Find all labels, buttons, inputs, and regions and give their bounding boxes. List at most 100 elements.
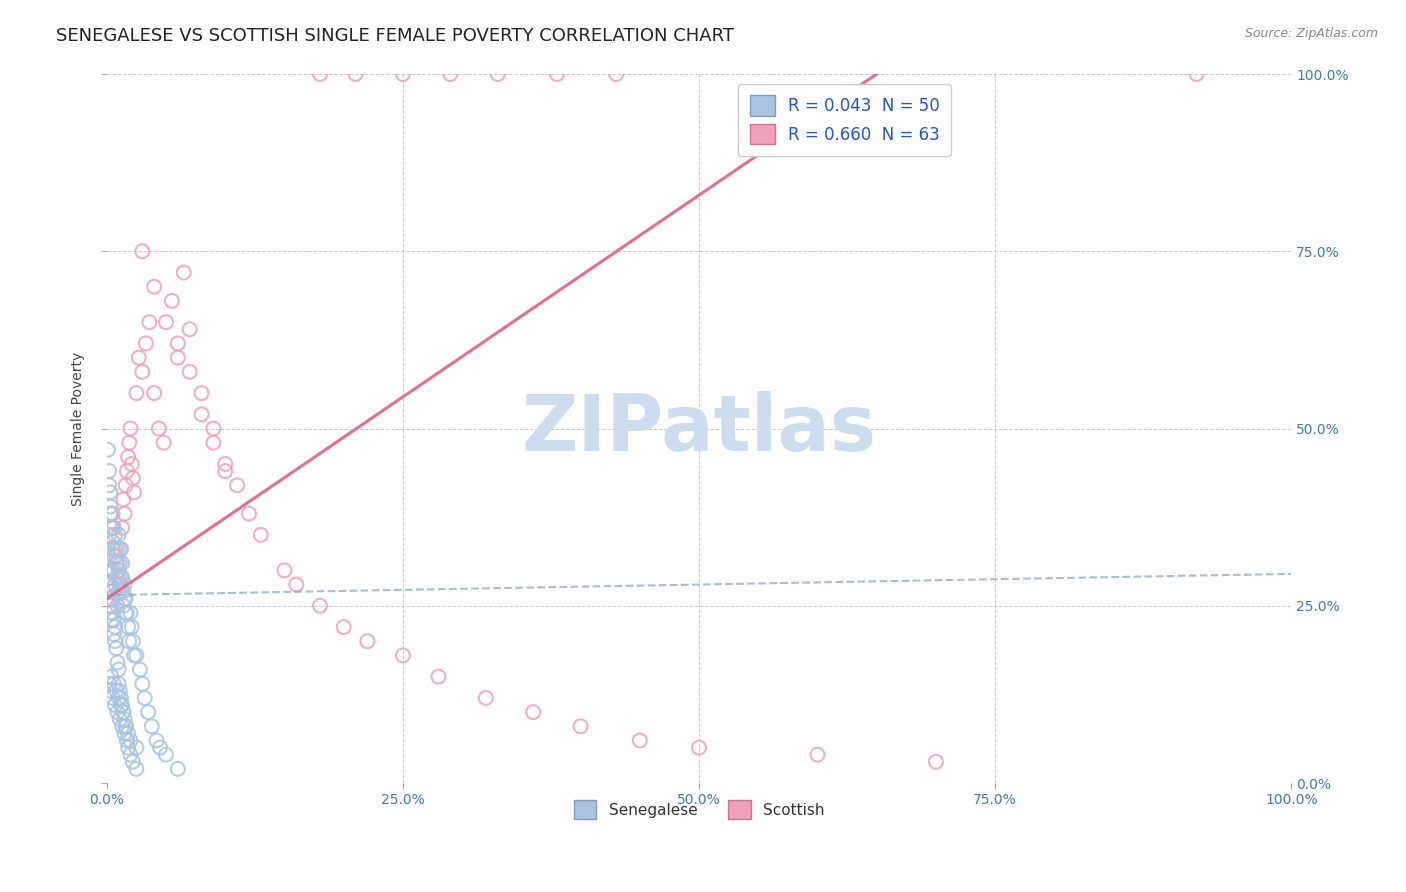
Point: [190, 386, 212, 401]
Point: [114, 719, 136, 733]
Point: [202, 421, 225, 435]
Point: [121, 634, 143, 648]
Point: [134, 690, 156, 705]
Point: [148, 421, 170, 435]
Point: [114, 507, 136, 521]
Point: [121, 457, 143, 471]
Point: [101, 690, 124, 705]
Point: [107, 542, 129, 557]
Point: [166, 336, 188, 351]
Point: [104, 542, 127, 557]
Point: [249, 528, 271, 542]
Point: [98, 500, 121, 514]
Point: [120, 606, 142, 620]
Point: [111, 719, 134, 733]
Point: [105, 684, 128, 698]
Point: [688, 740, 710, 755]
Point: [114, 606, 136, 620]
Point: [98, 478, 121, 492]
Point: [107, 528, 129, 542]
Point: [117, 620, 139, 634]
Point: [108, 577, 131, 591]
Point: [121, 471, 143, 485]
Point: [149, 740, 172, 755]
Point: [98, 684, 121, 698]
Point: [136, 705, 159, 719]
Point: [98, 577, 121, 591]
Point: [179, 365, 201, 379]
Point: [110, 570, 132, 584]
Point: [117, 450, 139, 464]
Point: [107, 690, 129, 705]
Point: [356, 634, 378, 648]
Point: [101, 521, 124, 535]
Point: [115, 606, 138, 620]
Point: [114, 719, 136, 733]
Point: [98, 599, 121, 613]
Point: [129, 663, 152, 677]
Point: [98, 485, 121, 500]
Point: [110, 690, 132, 705]
Point: [98, 591, 121, 606]
Point: [108, 542, 131, 557]
Point: [309, 67, 332, 81]
Point: [155, 747, 177, 762]
Point: [97, 442, 120, 457]
Point: [107, 563, 129, 577]
Point: [104, 634, 127, 648]
Point: [131, 244, 153, 259]
Point: [103, 549, 125, 563]
Point: [114, 478, 136, 492]
Point: [439, 67, 461, 81]
Point: [112, 584, 135, 599]
Point: [103, 563, 125, 577]
Point: [98, 528, 121, 542]
Point: [145, 733, 167, 747]
Legend: Senegalese, Scottish: Senegalese, Scottish: [568, 794, 831, 825]
Point: [131, 365, 153, 379]
Point: [120, 421, 142, 435]
Point: [100, 563, 122, 577]
Point: [202, 435, 225, 450]
Text: ZIPatlas: ZIPatlas: [522, 391, 876, 467]
Point: [344, 67, 367, 81]
Point: [128, 351, 150, 365]
Point: [100, 670, 122, 684]
Point: [143, 386, 166, 401]
Point: [122, 485, 145, 500]
Point: [103, 521, 125, 535]
Point: [152, 435, 174, 450]
Point: [108, 712, 131, 726]
Point: [100, 599, 122, 613]
Point: [107, 663, 129, 677]
Point: [214, 464, 236, 478]
Point: [104, 577, 127, 591]
Point: [98, 584, 121, 599]
Point: [628, 733, 651, 747]
Point: [125, 740, 148, 755]
Point: [101, 591, 124, 606]
Point: [112, 599, 135, 613]
Point: [166, 762, 188, 776]
Point: [118, 634, 141, 648]
Point: [107, 584, 129, 599]
Point: [107, 656, 129, 670]
Y-axis label: Single Female Poverty: Single Female Poverty: [72, 351, 86, 506]
Point: [190, 408, 212, 422]
Point: [98, 464, 121, 478]
Point: [226, 478, 249, 492]
Point: [98, 606, 121, 620]
Point: [107, 556, 129, 570]
Point: [475, 690, 498, 705]
Point: [173, 266, 195, 280]
Point: [107, 599, 129, 613]
Text: SENEGALESE VS SCOTTISH SINGLE FEMALE POVERTY CORRELATION CHART: SENEGALESE VS SCOTTISH SINGLE FEMALE POV…: [56, 27, 734, 45]
Point: [925, 755, 948, 769]
Point: [125, 762, 148, 776]
Point: [107, 570, 129, 584]
Point: [107, 705, 129, 719]
Point: [125, 648, 148, 663]
Point: [105, 556, 128, 570]
Point: [100, 613, 122, 627]
Point: [392, 67, 415, 81]
